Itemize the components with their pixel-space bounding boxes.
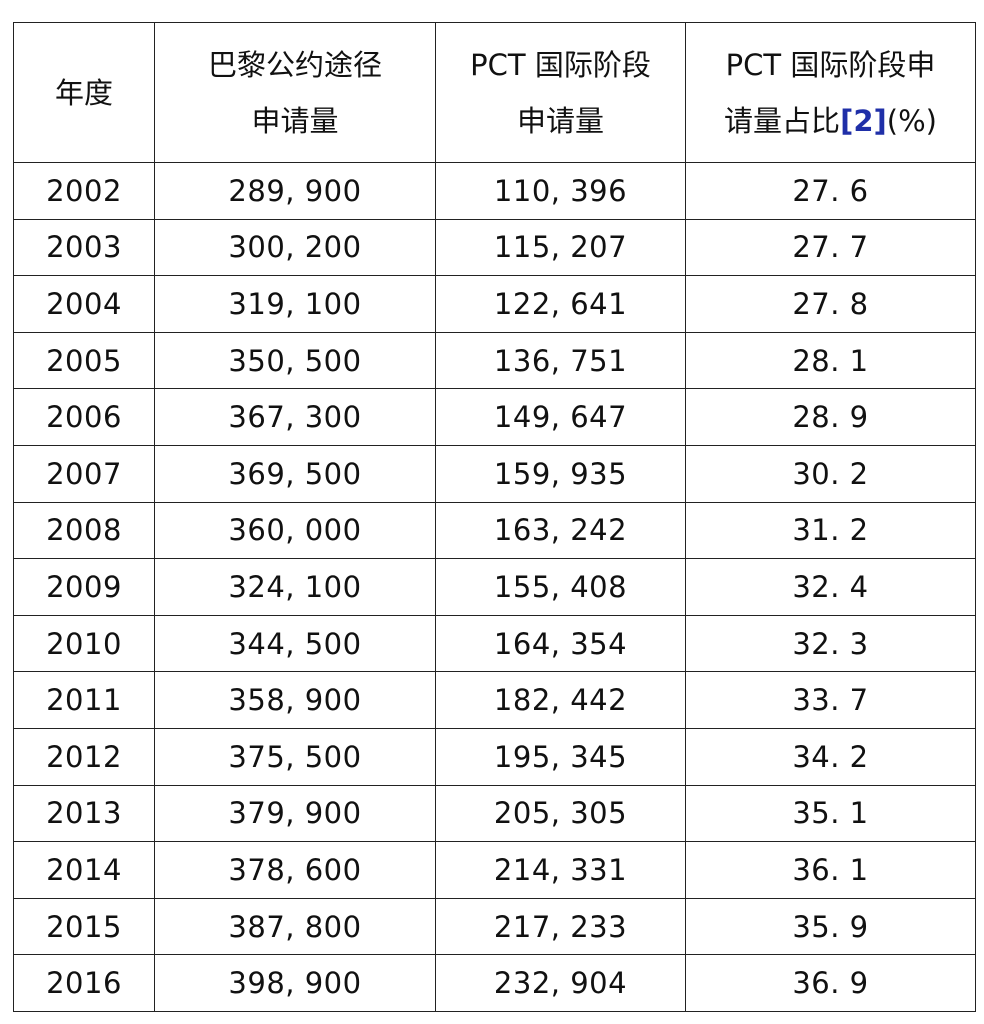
header-paris: 巴黎公约途径 申请量 <box>154 22 436 163</box>
cell-year: 2014 <box>13 841 155 899</box>
cell-pct: 164, 354 <box>435 614 686 673</box>
cell-pct: 232, 904 <box>435 954 686 1012</box>
cell-pct: 195, 345 <box>435 727 686 786</box>
cell-year: 2011 <box>13 671 155 729</box>
cell-paris: 358, 900 <box>154 671 436 729</box>
header-year-label: 年度 <box>54 75 113 110</box>
table-row: 2006 367, 300 149, 647 28. 9 <box>13 388 976 446</box>
header-ratio-line2-text: 请量占比 <box>724 103 841 138</box>
cell-year: 2008 <box>13 501 155 560</box>
cell-year: 2009 <box>13 558 155 616</box>
header-ratio-line2: 请量占比[2](%) <box>686 93 975 149</box>
cell-year: 2010 <box>13 614 155 673</box>
header-ratio: PCT 国际阶段申 请量占比[2](%) <box>685 22 976 163</box>
cell-ratio: 35. 9 <box>685 897 976 956</box>
cell-year: 2006 <box>13 388 155 446</box>
table-row: 2016 398, 900 232, 904 36. 9 <box>13 954 976 1012</box>
cell-ratio: 32. 3 <box>685 614 976 673</box>
cell-pct: 217, 233 <box>435 897 686 956</box>
cell-pct: 149, 647 <box>435 388 686 446</box>
cell-ratio: 27. 8 <box>685 275 976 333</box>
cell-year: 2003 <box>13 218 155 277</box>
table-row: 2015 387, 800 217, 233 35. 9 <box>13 897 976 956</box>
cell-ratio: 30. 2 <box>685 444 976 503</box>
cell-pct: 159, 935 <box>435 444 686 503</box>
table-row: 2007 369, 500 159, 935 30. 2 <box>13 444 976 503</box>
cell-year: 2015 <box>13 897 155 956</box>
table-row: 2012 375, 500 195, 345 34. 2 <box>13 727 976 786</box>
header-ratio-unit: (%) <box>886 103 937 138</box>
cell-paris: 387, 800 <box>154 897 436 956</box>
cell-paris: 350, 500 <box>154 331 436 390</box>
cell-ratio: 28. 1 <box>685 331 976 390</box>
cell-paris: 398, 900 <box>154 954 436 1012</box>
cell-pct: 214, 331 <box>435 841 686 899</box>
table-row: 2002 289, 900 110, 396 27. 6 <box>13 162 976 220</box>
cell-paris: 367, 300 <box>154 388 436 446</box>
header-paris-line1: 巴黎公约途径 <box>207 47 382 82</box>
header-pct-line1: PCT 国际阶段 <box>470 47 651 82</box>
table-row: 2014 378, 600 214, 331 36. 1 <box>13 841 976 899</box>
cell-paris: 375, 500 <box>154 727 436 786</box>
table-row: 2010 344, 500 164, 354 32. 3 <box>13 614 976 673</box>
reference-link[interactable]: [2] <box>840 103 887 138</box>
cell-year: 2012 <box>13 727 155 786</box>
table-row: 2003 300, 200 115, 207 27. 7 <box>13 218 976 277</box>
table-header: 年度 巴黎公约途径 申请量 PCT 国际阶段 申请量 PCT 国际阶段申 请量占… <box>13 22 976 163</box>
cell-pct: 136, 751 <box>435 331 686 390</box>
cell-pct: 205, 305 <box>435 784 686 843</box>
cell-year: 2005 <box>13 331 155 390</box>
cell-year: 2007 <box>13 444 155 503</box>
cell-year: 2004 <box>13 275 155 333</box>
header-ratio-line1: PCT 国际阶段申 <box>725 47 936 82</box>
cell-paris: 360, 000 <box>154 501 436 560</box>
cell-ratio: 35. 1 <box>685 784 976 843</box>
header-pct: PCT 国际阶段 申请量 <box>435 22 686 163</box>
cell-paris: 300, 200 <box>154 218 436 277</box>
cell-ratio: 28. 9 <box>685 388 976 446</box>
table-row: 2008 360, 000 163, 242 31. 2 <box>13 501 976 560</box>
cell-year: 2013 <box>13 784 155 843</box>
cell-paris: 344, 500 <box>154 614 436 673</box>
cell-ratio: 36. 1 <box>685 841 976 899</box>
cell-paris: 324, 100 <box>154 558 436 616</box>
cell-paris: 289, 900 <box>154 162 436 220</box>
cell-ratio: 32. 4 <box>685 558 976 616</box>
cell-year: 2016 <box>13 954 155 1012</box>
header-paris-line2: 申请量 <box>251 103 339 138</box>
cell-pct: 182, 442 <box>435 671 686 729</box>
cell-paris: 379, 900 <box>154 784 436 843</box>
cell-ratio: 27. 7 <box>685 218 976 277</box>
header-pct-line2: 申请量 <box>516 103 604 138</box>
header-row: 年度 巴黎公约途径 申请量 PCT 国际阶段 申请量 PCT 国际阶段申 请量占… <box>13 22 976 163</box>
table-row: 2004 319, 100 122, 641 27. 8 <box>13 275 976 333</box>
cell-paris: 369, 500 <box>154 444 436 503</box>
table-row: 2011 358, 900 182, 442 33. 7 <box>13 671 976 729</box>
data-table-container: 年度 巴黎公约途径 申请量 PCT 国际阶段 申请量 PCT 国际阶段申 请量占… <box>13 22 976 1012</box>
cell-pct: 115, 207 <box>435 218 686 277</box>
cell-year: 2002 <box>13 162 155 220</box>
cell-paris: 319, 100 <box>154 275 436 333</box>
cell-ratio: 36. 9 <box>685 954 976 1012</box>
cell-pct: 155, 408 <box>435 558 686 616</box>
cell-ratio: 33. 7 <box>685 671 976 729</box>
cell-ratio: 34. 2 <box>685 727 976 786</box>
table-row: 2013 379, 900 205, 305 35. 1 <box>13 784 976 843</box>
cell-pct: 163, 242 <box>435 501 686 560</box>
cell-ratio: 31. 2 <box>685 501 976 560</box>
table-body: 2002 289, 900 110, 396 27. 6 2003 300, 200 115… <box>13 162 976 1012</box>
table-row: 2009 324, 100 155, 408 32. 4 <box>13 558 976 616</box>
header-year: 年度 <box>13 22 155 163</box>
cell-pct: 122, 641 <box>435 275 686 333</box>
table-row: 2005 350, 500 136, 751 28. 1 <box>13 331 976 390</box>
cell-ratio: 27. 6 <box>685 162 976 220</box>
application-stats-table: 年度 巴黎公约途径 申请量 PCT 国际阶段 申请量 PCT 国际阶段申 请量占… <box>13 22 976 1012</box>
cell-paris: 378, 600 <box>154 841 436 899</box>
cell-pct: 110, 396 <box>435 162 686 220</box>
